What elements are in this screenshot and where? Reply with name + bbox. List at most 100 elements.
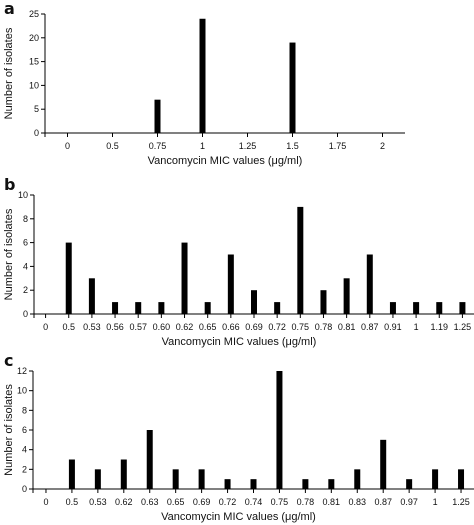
bar-0.5 [65, 242, 72, 314]
bar-1.25 [458, 469, 465, 489]
bar-0.5 [68, 459, 75, 489]
bar-0.57 [135, 302, 142, 314]
y-tick-label: 15 [29, 57, 39, 67]
x-tick-label: 1.19 [430, 322, 448, 332]
bar-0.78 [302, 479, 309, 489]
x-tick-label: 0.5 [66, 497, 79, 507]
x-tick-label: 0.72 [219, 497, 237, 507]
bar-0.81 [328, 479, 335, 489]
bar-0.72 [224, 479, 231, 489]
y-tick-label: 0 [34, 128, 39, 138]
bar-0.63 [146, 430, 153, 489]
bar-0.60 [158, 302, 165, 314]
y-tick-label: 8 [22, 405, 27, 415]
x-tick-label: 1 [433, 497, 438, 507]
bar-0.75 [276, 371, 283, 489]
bar-0.53 [94, 469, 101, 489]
y-axis-title: Number of isolates [3, 208, 15, 300]
x-tick-label: 0.63 [141, 497, 159, 507]
bar-0.62 [181, 242, 188, 314]
x-tick-label: 0 [43, 322, 48, 332]
x-tick-label: 1.75 [329, 141, 347, 151]
x-tick-label: 0.78 [315, 322, 333, 332]
bar-0.74 [250, 479, 257, 489]
x-tick-label: 0.5 [62, 322, 75, 332]
y-tick-label: 0 [22, 484, 27, 494]
y-tick-label: 8 [23, 214, 28, 224]
bar-0.97 [406, 479, 413, 489]
panel-label: b [4, 175, 15, 194]
x-tick-label: 0.74 [245, 497, 263, 507]
y-tick-label: 12 [17, 366, 27, 376]
y-axis-title: Number of isolates [3, 384, 15, 476]
x-tick-label: 0.53 [83, 322, 101, 332]
x-tick-label: 0.81 [338, 322, 356, 332]
x-tick-label: 0.57 [129, 322, 147, 332]
y-tick-label: 6 [22, 425, 27, 435]
panel-label: a [4, 0, 15, 18]
x-tick-label: 0.87 [361, 322, 379, 332]
x-tick-label: 0.83 [348, 497, 366, 507]
x-tick-label: 0.97 [400, 497, 418, 507]
y-tick-label: 25 [29, 9, 39, 19]
x-tick-label: 1 [414, 322, 419, 332]
x-tick-label: 0.53 [89, 497, 107, 507]
bar-0.66 [227, 254, 234, 314]
bar-1 [432, 469, 439, 489]
y-axis-title: Number of isolates [3, 27, 15, 119]
bar-1.19 [436, 302, 443, 314]
y-tick-label: 6 [23, 238, 28, 248]
x-tick-label: 1.25 [452, 497, 470, 507]
y-tick-label: 10 [29, 80, 39, 90]
x-tick-label: 0 [43, 497, 48, 507]
y-tick-label: 2 [22, 464, 27, 474]
x-tick-label: 0.56 [106, 322, 124, 332]
y-tick-label: 2 [23, 285, 28, 295]
x-tick-label: 0.87 [374, 497, 392, 507]
x-tick-label: 0.91 [384, 322, 402, 332]
y-tick-label: 0 [23, 309, 28, 319]
x-tick-label: 0.69 [193, 497, 211, 507]
bar-0.53 [88, 278, 95, 314]
bar-0.87 [380, 439, 387, 489]
panel-label: c [4, 351, 13, 370]
x-tick-label: 0.69 [245, 322, 263, 332]
x-tick-label: 0.78 [297, 497, 315, 507]
y-tick-label: 4 [23, 261, 28, 271]
x-tick-label: 1 [200, 141, 205, 151]
x-tick-label: 0.75 [149, 141, 167, 151]
bar-1.5 [289, 42, 296, 134]
bar-0.81 [343, 278, 350, 314]
y-tick-label: 4 [22, 445, 27, 455]
bar-0.72 [274, 302, 281, 314]
panel-b: b 0 2 4 6 8 10 0 0.5 0.53 0.56 0.57 0.60 0.62 0.65 0.66… [3, 175, 474, 348]
x-tick-label: 0.60 [153, 322, 171, 332]
panel-a: a 0 5 10 15 20 25 0 0.5 0.75 1 1.25 1.5 1.75 2 Vancomyc… [3, 0, 405, 167]
x-tick-label: 0.66 [222, 322, 240, 332]
y-tick-label: 10 [17, 386, 27, 396]
bar-0.83 [354, 469, 361, 489]
bar-0.65 [204, 302, 211, 314]
bar-0.69 [198, 469, 205, 489]
x-tick-label: 0.75 [271, 497, 289, 507]
x-axis-title: Vancomycin MIC values (μg/ml) [148, 155, 303, 167]
bar-0.69 [251, 290, 257, 314]
x-tick-label: 0.62 [176, 322, 194, 332]
bar-0.56 [112, 302, 119, 314]
bar-1 [199, 18, 206, 133]
bar-1 [413, 302, 420, 314]
bar-0.65 [172, 469, 179, 489]
x-tick-label: 2 [380, 141, 385, 151]
bar-0.78 [320, 290, 327, 314]
x-tick-label: 1.25 [454, 322, 472, 332]
bar-0.62 [120, 459, 127, 489]
bar-0.75 [154, 99, 161, 133]
x-tick-label: 0.65 [199, 322, 217, 332]
panel-c: c 0 2 4 6 8 10 12 0 0.5 0.53 0.62 0.63 0.65 0.69 0.72 0.… [3, 351, 474, 523]
bar-0.75 [297, 206, 304, 314]
x-tick-label: 1.25 [239, 141, 257, 151]
y-tick-label: 10 [18, 190, 28, 200]
x-tick-label: 1.5 [286, 141, 299, 151]
x-tick-label: 0.62 [115, 497, 133, 507]
